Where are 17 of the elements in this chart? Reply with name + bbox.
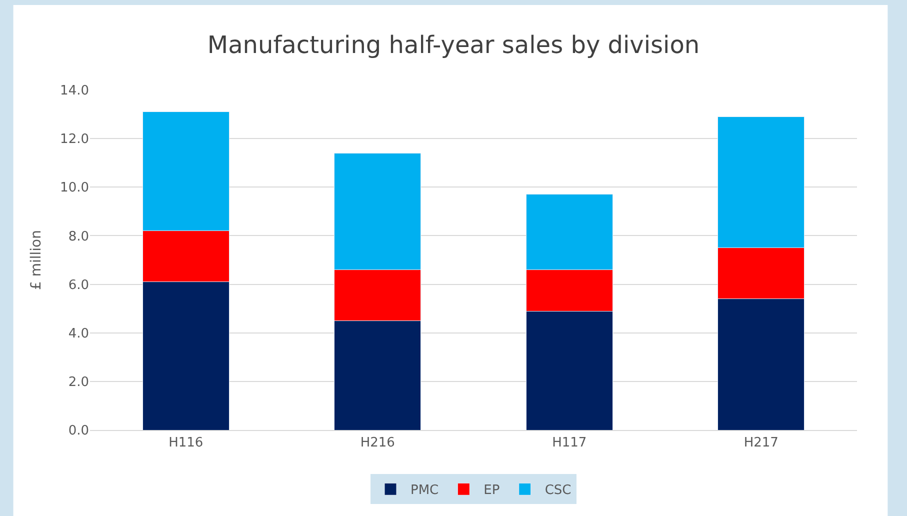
y-tick-label: 14.0 [60,84,89,99]
y-tick-label: 6.0 [68,278,89,293]
y-tick-label: 2.0 [68,374,89,390]
y-axis-title: £ million [28,230,45,290]
y-tick-label: 10.0 [60,180,89,196]
x-tick-label: H216 [360,436,395,451]
y-tick-label: 0.0 [68,424,89,439]
legend-label: EP [484,483,500,498]
y-tick-label: 8.0 [68,229,89,244]
legend-label: CSC [544,483,572,498]
y-tick-label: 4.0 [68,326,89,342]
y-tick-label: 12.0 [60,132,89,148]
chart-title: Manufacturing half-year sales by division [207,30,700,59]
x-tick-label: H116 [168,436,204,451]
legend-label: PMC [410,483,439,498]
x-tick-label: H217 [744,436,778,451]
x-tick-label: H117 [552,436,587,451]
